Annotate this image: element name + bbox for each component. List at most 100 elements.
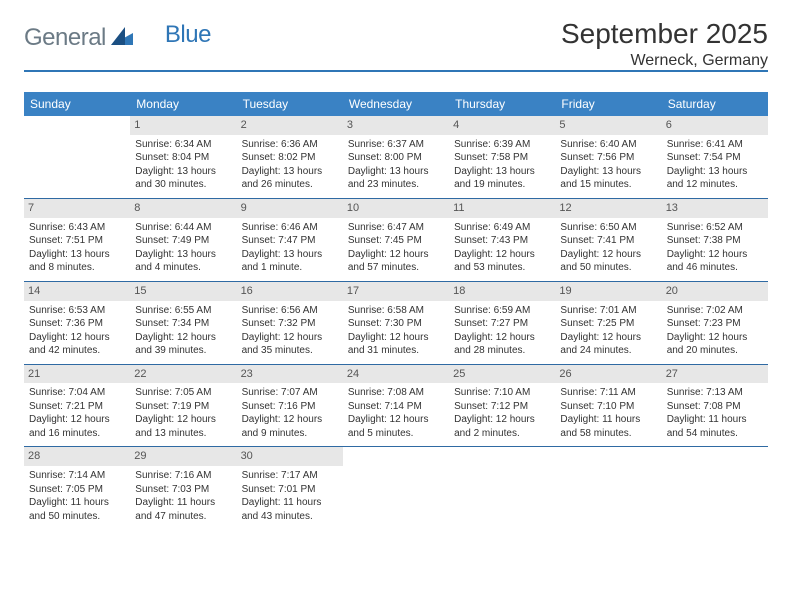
day-sunrise: Sunrise: 6:58 AM xyxy=(348,304,444,318)
day-number: 14 xyxy=(24,282,130,301)
day-cell: 18Sunrise: 6:59 AMSunset: 7:27 PMDayligh… xyxy=(449,282,555,364)
day-daylight1: Daylight: 12 hours xyxy=(454,331,550,345)
day-daylight1: Daylight: 11 hours xyxy=(242,496,338,510)
day-sunset: Sunset: 8:02 PM xyxy=(242,151,338,165)
day-number: 9 xyxy=(237,199,343,218)
day-sunset: Sunset: 7:12 PM xyxy=(454,400,550,414)
day-sunset: Sunset: 7:38 PM xyxy=(667,234,763,248)
day-daylight2: and 39 minutes. xyxy=(135,344,231,358)
day-daylight1: Daylight: 12 hours xyxy=(560,331,656,345)
day-sunrise: Sunrise: 7:14 AM xyxy=(29,469,125,483)
day-number: 15 xyxy=(130,282,236,301)
day-sunrise: Sunrise: 7:13 AM xyxy=(667,386,763,400)
day-number: 25 xyxy=(449,365,555,384)
week-row: 7Sunrise: 6:43 AMSunset: 7:51 PMDaylight… xyxy=(24,199,768,282)
day-daylight1: Daylight: 13 hours xyxy=(667,165,763,179)
logo-text-blue: Blue xyxy=(165,21,211,49)
day-sunset: Sunset: 7:10 PM xyxy=(560,400,656,414)
day-number: 22 xyxy=(130,365,236,384)
day-cell: 20Sunrise: 7:02 AMSunset: 7:23 PMDayligh… xyxy=(662,282,768,364)
day-daylight1: Daylight: 13 hours xyxy=(135,165,231,179)
day-daylight2: and 58 minutes. xyxy=(560,427,656,441)
day-cell: 12Sunrise: 6:50 AMSunset: 7:41 PMDayligh… xyxy=(555,199,661,281)
day-sunrise: Sunrise: 6:52 AM xyxy=(667,221,763,235)
day-cell: 26Sunrise: 7:11 AMSunset: 7:10 PMDayligh… xyxy=(555,365,661,447)
day-number: 7 xyxy=(24,199,130,218)
day-sunrise: Sunrise: 7:11 AM xyxy=(560,386,656,400)
day-daylight1: Daylight: 12 hours xyxy=(242,331,338,345)
day-cell: 11Sunrise: 6:49 AMSunset: 7:43 PMDayligh… xyxy=(449,199,555,281)
day-daylight2: and 12 minutes. xyxy=(667,178,763,192)
day-number: 1 xyxy=(130,116,236,135)
day-sunset: Sunset: 7:43 PM xyxy=(454,234,550,248)
day-daylight2: and 8 minutes. xyxy=(29,261,125,275)
day-daylight1: Daylight: 12 hours xyxy=(560,248,656,262)
day-cell: 17Sunrise: 6:58 AMSunset: 7:30 PMDayligh… xyxy=(343,282,449,364)
day-daylight2: and 53 minutes. xyxy=(454,261,550,275)
day-daylight1: Daylight: 12 hours xyxy=(348,248,444,262)
dow-cell: Friday xyxy=(555,92,661,116)
day-sunset: Sunset: 7:47 PM xyxy=(242,234,338,248)
day-cell: 5Sunrise: 6:40 AMSunset: 7:56 PMDaylight… xyxy=(555,116,661,198)
day-daylight2: and 31 minutes. xyxy=(348,344,444,358)
day-sunset: Sunset: 7:49 PM xyxy=(135,234,231,248)
day-daylight2: and 9 minutes. xyxy=(242,427,338,441)
day-number: 30 xyxy=(237,447,343,466)
day-sunset: Sunset: 7:16 PM xyxy=(242,400,338,414)
day-number: 2 xyxy=(237,116,343,135)
day-number: 27 xyxy=(662,365,768,384)
day-daylight1: Daylight: 12 hours xyxy=(348,331,444,345)
day-daylight1: Daylight: 12 hours xyxy=(29,413,125,427)
day-number: 4 xyxy=(449,116,555,135)
day-daylight2: and 28 minutes. xyxy=(454,344,550,358)
day-sunset: Sunset: 7:27 PM xyxy=(454,317,550,331)
day-daylight2: and 16 minutes. xyxy=(29,427,125,441)
day-daylight1: Daylight: 12 hours xyxy=(135,331,231,345)
day-daylight1: Daylight: 11 hours xyxy=(560,413,656,427)
day-daylight1: Daylight: 12 hours xyxy=(454,248,550,262)
day-cell: 1Sunrise: 6:34 AMSunset: 8:04 PMDaylight… xyxy=(130,116,236,198)
day-sunrise: Sunrise: 7:08 AM xyxy=(348,386,444,400)
day-sunset: Sunset: 7:08 PM xyxy=(667,400,763,414)
day-cell: 4Sunrise: 6:39 AMSunset: 7:58 PMDaylight… xyxy=(449,116,555,198)
day-number: 6 xyxy=(662,116,768,135)
day-daylight2: and 2 minutes. xyxy=(454,427,550,441)
day-sunset: Sunset: 8:00 PM xyxy=(348,151,444,165)
day-daylight1: Daylight: 12 hours xyxy=(667,248,763,262)
day-sunrise: Sunrise: 6:49 AM xyxy=(454,221,550,235)
day-cell: 24Sunrise: 7:08 AMSunset: 7:14 PMDayligh… xyxy=(343,365,449,447)
day-daylight2: and 30 minutes. xyxy=(135,178,231,192)
day-cell xyxy=(662,447,768,529)
day-daylight2: and 5 minutes. xyxy=(348,427,444,441)
day-daylight1: Daylight: 13 hours xyxy=(135,248,231,262)
day-sunset: Sunset: 7:54 PM xyxy=(667,151,763,165)
day-cell: 3Sunrise: 6:37 AMSunset: 8:00 PMDaylight… xyxy=(343,116,449,198)
day-sunrise: Sunrise: 6:37 AM xyxy=(348,138,444,152)
day-daylight1: Daylight: 11 hours xyxy=(29,496,125,510)
day-sunset: Sunset: 7:30 PM xyxy=(348,317,444,331)
day-sunrise: Sunrise: 6:55 AM xyxy=(135,304,231,318)
day-daylight1: Daylight: 13 hours xyxy=(348,165,444,179)
day-cell: 8Sunrise: 6:44 AMSunset: 7:49 PMDaylight… xyxy=(130,199,236,281)
day-sunset: Sunset: 7:34 PM xyxy=(135,317,231,331)
day-cell: 25Sunrise: 7:10 AMSunset: 7:12 PMDayligh… xyxy=(449,365,555,447)
day-sunrise: Sunrise: 6:59 AM xyxy=(454,304,550,318)
day-number: 12 xyxy=(555,199,661,218)
week-row: 28Sunrise: 7:14 AMSunset: 7:05 PMDayligh… xyxy=(24,447,768,529)
week-row: 1Sunrise: 6:34 AMSunset: 8:04 PMDaylight… xyxy=(24,116,768,199)
day-sunrise: Sunrise: 6:53 AM xyxy=(29,304,125,318)
dow-cell: Thursday xyxy=(449,92,555,116)
day-sunrise: Sunrise: 6:44 AM xyxy=(135,221,231,235)
day-daylight2: and 13 minutes. xyxy=(135,427,231,441)
day-cell: 6Sunrise: 6:41 AMSunset: 7:54 PMDaylight… xyxy=(662,116,768,198)
day-daylight2: and 46 minutes. xyxy=(667,261,763,275)
day-sunset: Sunset: 7:01 PM xyxy=(242,483,338,497)
day-number: 21 xyxy=(24,365,130,384)
day-sunset: Sunset: 7:21 PM xyxy=(29,400,125,414)
day-daylight2: and 19 minutes. xyxy=(454,178,550,192)
day-sunset: Sunset: 7:41 PM xyxy=(560,234,656,248)
day-sunrise: Sunrise: 6:36 AM xyxy=(242,138,338,152)
day-daylight1: Daylight: 12 hours xyxy=(135,413,231,427)
day-daylight2: and 23 minutes. xyxy=(348,178,444,192)
day-daylight1: Daylight: 12 hours xyxy=(348,413,444,427)
